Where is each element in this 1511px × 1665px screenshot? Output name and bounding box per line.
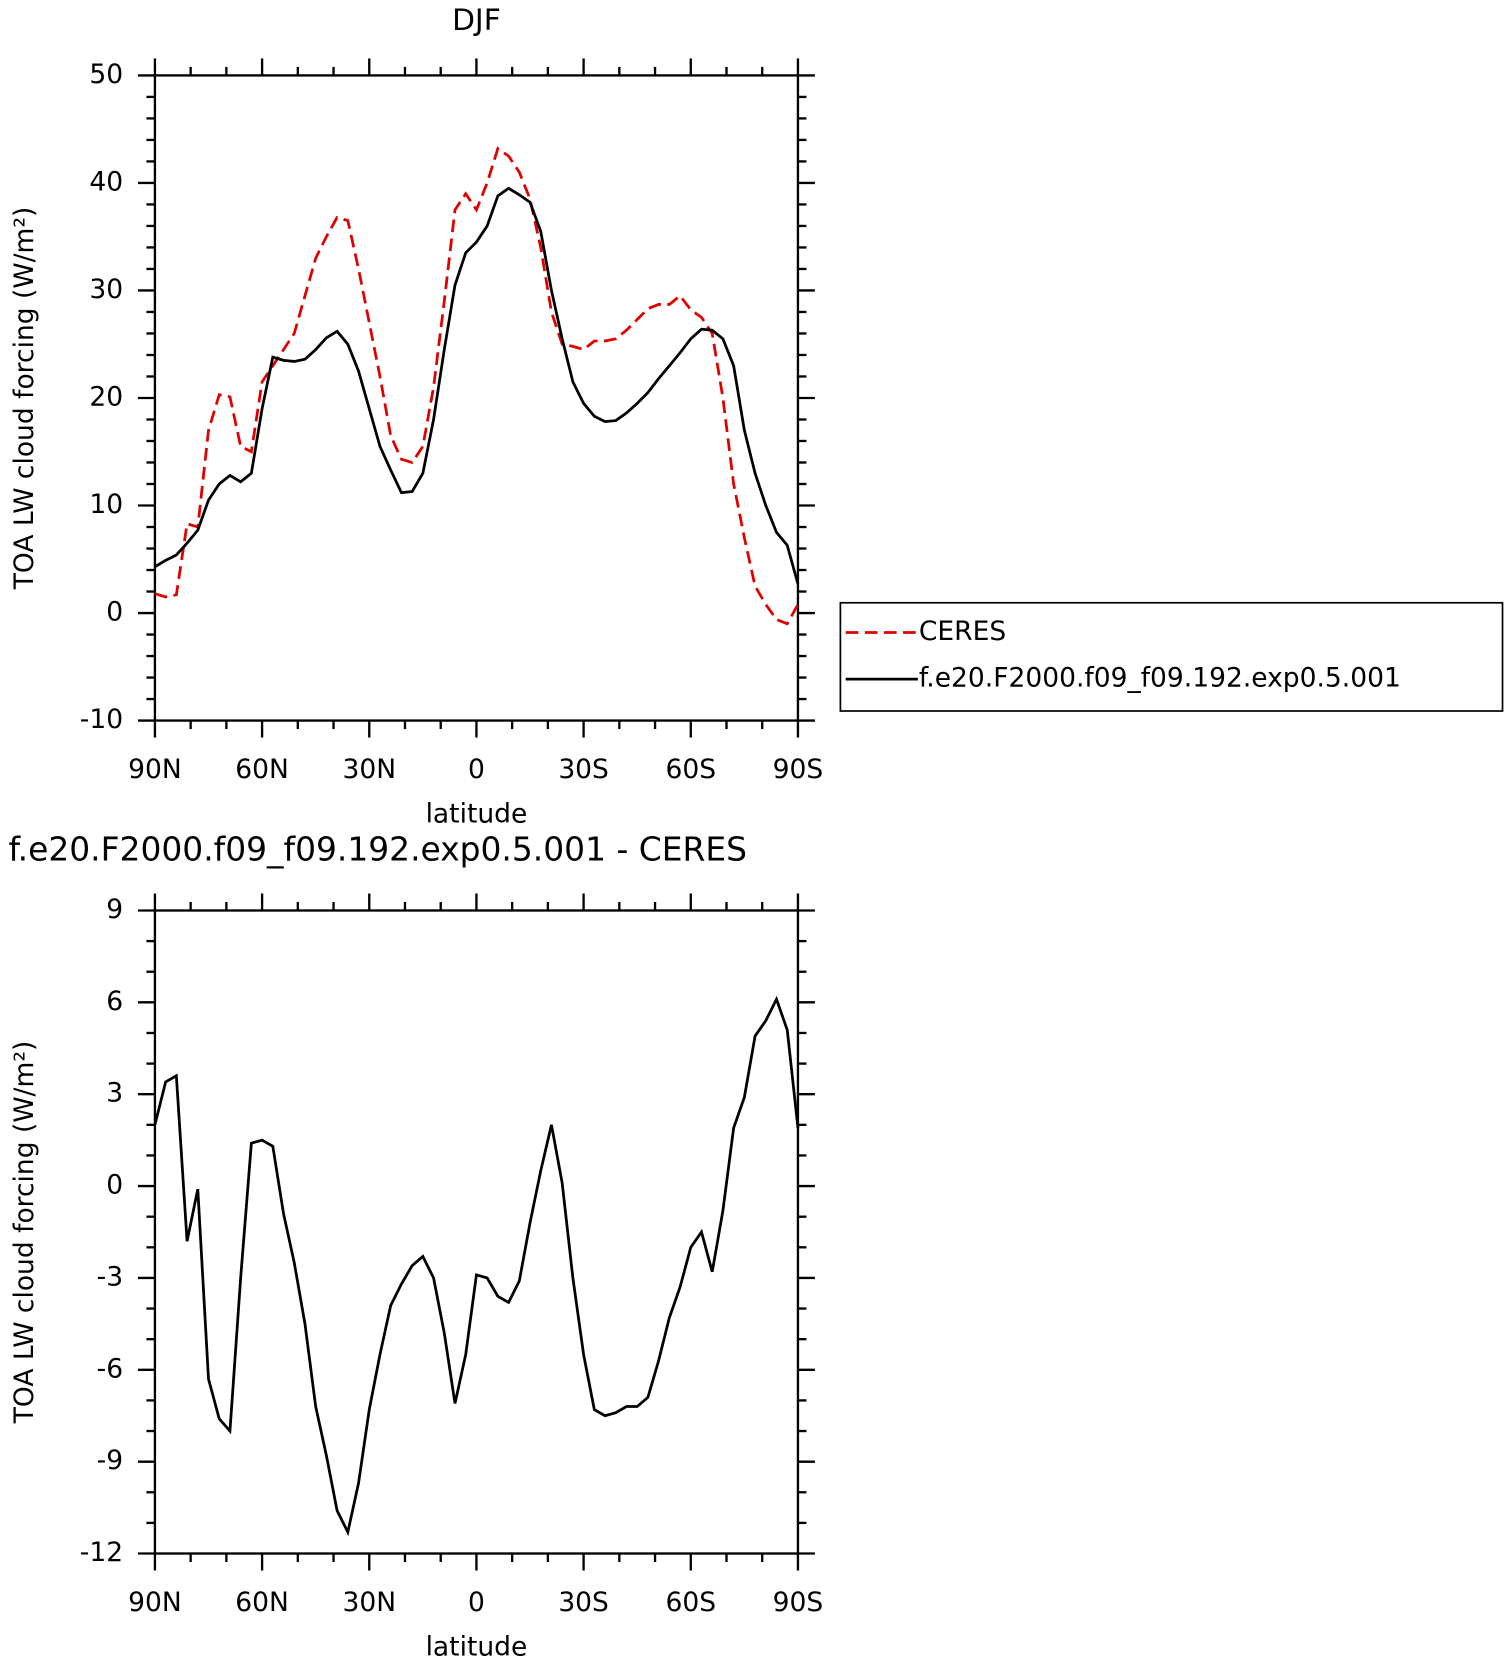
- x-tick-label: 0: [468, 754, 485, 785]
- chart-title: f.e20.F2000.f09_f09.192.exp0.5.001 - CER…: [8, 830, 746, 869]
- y-tick-label: -3: [97, 1261, 123, 1292]
- x-tick-label: 90N: [128, 754, 182, 785]
- y-tick-label: 50: [89, 59, 123, 90]
- x-tick-label: 90N: [128, 1587, 182, 1618]
- x-tick-label: 30S: [558, 1587, 609, 1618]
- legend-label: CERES: [919, 616, 1006, 647]
- x-tick-label: 30N: [342, 754, 396, 785]
- y-tick-label: 10: [89, 489, 123, 520]
- x-tick-label: 0: [468, 1587, 485, 1618]
- data-line: [154, 146, 800, 626]
- plot-frame: [153, 909, 800, 1555]
- plot-frame: [153, 74, 800, 722]
- y-tick-label: 6: [106, 986, 123, 1017]
- y-tick-label: -12: [80, 1537, 123, 1568]
- y-axis-label: TOA LW cloud forcing (W/m²): [9, 1041, 40, 1425]
- chart-title: DJF: [452, 3, 501, 38]
- x-axis-label: latitude: [426, 798, 528, 829]
- x-tick-label: 60S: [665, 754, 716, 785]
- y-tick-label: 3: [106, 1078, 123, 1109]
- x-tick-label: 90S: [773, 754, 824, 785]
- y-tick-label: 0: [106, 597, 123, 628]
- data-line: [153, 995, 800, 1537]
- legend-box: [839, 601, 1504, 712]
- y-tick-label: 40: [89, 166, 123, 197]
- y-tick-label: 0: [106, 1170, 123, 1201]
- x-tick-label: 30S: [558, 754, 609, 785]
- y-tick-label: -6: [97, 1353, 123, 1384]
- x-tick-label: 60N: [235, 754, 289, 785]
- y-tick-label: 20: [89, 381, 123, 412]
- y-tick-label: 30: [89, 274, 123, 305]
- x-tick-label: 30N: [342, 1587, 396, 1618]
- y-tick-label: 9: [106, 894, 123, 925]
- legend-label: f.e20.F2000.f09_f09.192.exp0.5.001: [919, 663, 1401, 694]
- y-tick-label: -10: [80, 704, 123, 735]
- data-line: [154, 186, 800, 585]
- x-tick-label: 60S: [665, 1587, 716, 1618]
- x-tick-label: 90S: [773, 1587, 824, 1618]
- y-axis-label: TOA LW cloud forcing (W/m²): [9, 207, 40, 591]
- x-axis-label: latitude: [426, 1631, 528, 1662]
- y-tick-label: -9: [97, 1445, 123, 1476]
- x-tick-label: 60N: [235, 1587, 289, 1618]
